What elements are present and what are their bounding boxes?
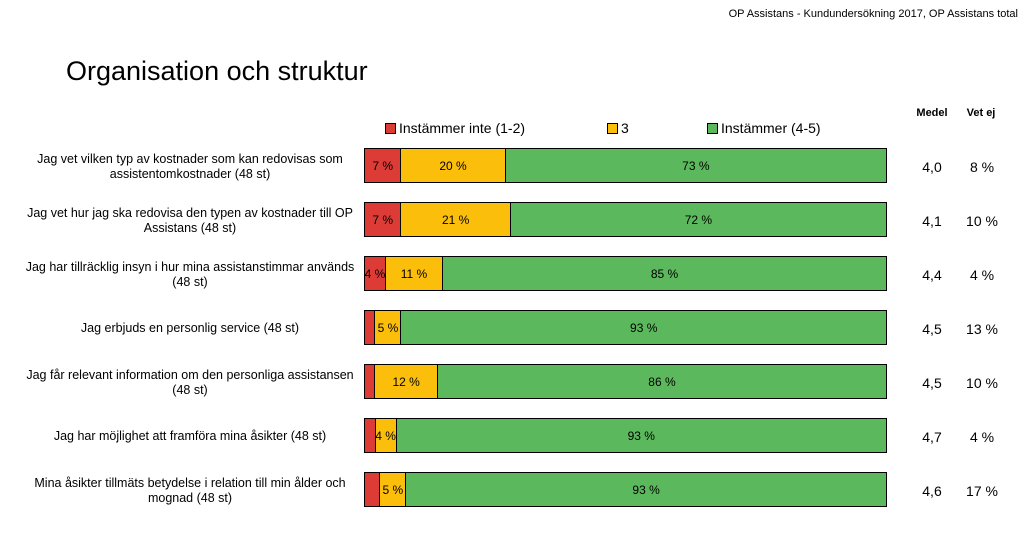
dont-know-value: 10 % — [966, 212, 998, 229]
mean-value: 4,7 — [922, 428, 942, 445]
column-header-mean: Medel — [916, 107, 948, 119]
legend-swatch-disagree — [385, 122, 396, 134]
stacked-bar: 5 % 93 % — [364, 472, 887, 507]
bar-segment-neutral: 11 % — [385, 257, 444, 290]
bar-segment-neutral: 5 % — [380, 473, 407, 506]
data-label: 93 % — [632, 482, 660, 497]
chart-row: Jag vet hur jag ska redovisa den typen a… — [0, 202, 1024, 239]
bar-segment-agree: 93 % — [396, 419, 886, 452]
chart-row: Jag har tillräcklig insyn i hur mina ass… — [0, 256, 1024, 293]
data-label: 73 % — [682, 158, 710, 173]
stacked-bar: 7 % 21 % 72 % — [364, 202, 887, 237]
page-title: Organisation och struktur — [66, 56, 368, 86]
data-label: 11 % — [400, 266, 428, 281]
dont-know-value: 17 % — [966, 482, 998, 499]
bar-segment-disagree: 7 % — [365, 149, 402, 182]
category-label: Jag vet vilken typ av kostnader som kan … — [37, 151, 343, 181]
bar-segment-neutral: 5 % — [375, 311, 402, 344]
dont-know-value: 8 % — [969, 158, 995, 175]
bar-segment-disagree: 4 % — [365, 257, 386, 290]
bar-segment-neutral: 20 % — [401, 149, 506, 182]
stacked-bar: 4 % 93 % — [364, 418, 887, 453]
chart-row: Jag får relevant information om den pers… — [0, 364, 1024, 401]
bar-segment-agree: 72 % — [510, 203, 886, 236]
chart-row: Mina åsikter tillmäts betydelse i relati… — [0, 472, 1024, 509]
category-label: Mina åsikter tillmäts betydelse i relati… — [34, 475, 346, 505]
legend-label-agree: Instämmer (4-5) — [721, 120, 821, 136]
dont-know-value: 10 % — [966, 374, 998, 391]
data-label: 21 % — [441, 212, 470, 227]
data-label: 93 % — [630, 320, 658, 335]
category-label: Jag har möjlighet att framföra mina åsik… — [53, 429, 327, 443]
legend: Instämmer inte (1-2) 3 Instämmer (4-5) — [385, 120, 905, 138]
bar-segment-disagree — [365, 311, 376, 344]
stacked-bar: 4 % 11 % 85 % — [364, 256, 887, 291]
bar-segment-neutral: 12 % — [375, 365, 438, 398]
chart-row: Jag vet vilken typ av kostnader som kan … — [0, 148, 1024, 185]
data-label: 86 % — [648, 374, 676, 389]
legend-item-neutral: 3 — [607, 120, 629, 136]
data-label: 12 % — [392, 374, 420, 389]
data-label: 85 % — [650, 266, 679, 281]
stacked-bar: 5 % 93 % — [364, 310, 887, 345]
data-label: 5 % — [382, 482, 404, 497]
bar-segment-agree: 93 % — [406, 473, 886, 506]
bar-segment-agree: 86 % — [437, 365, 886, 398]
bar-segment-disagree — [365, 365, 376, 398]
legend-label-disagree: Instämmer inte (1-2) — [399, 120, 526, 136]
column-header-dont-know: Vet ej — [966, 107, 996, 119]
mean-value: 4,4 — [922, 266, 942, 283]
data-label: 7 % — [372, 158, 394, 173]
legend-item-disagree: Instämmer inte (1-2) — [385, 120, 525, 136]
stacked-bar: 7 % 20 % 73 % — [364, 148, 887, 183]
chart-row: Jag erbjuds en personlig service (48 st)… — [0, 310, 1024, 347]
category-label: Jag vet hur jag ska redovisa den typen a… — [27, 205, 353, 235]
mean-value: 4,0 — [922, 158, 942, 175]
bar-segment-disagree — [365, 473, 381, 506]
bar-segment-disagree — [365, 419, 376, 452]
legend-label-neutral: 3 — [621, 120, 629, 136]
dont-know-value: 13 % — [966, 320, 998, 337]
bar-segment-neutral: 4 % — [375, 419, 397, 452]
bar-segment-disagree: 7 % — [365, 203, 402, 236]
dont-know-value: 4 % — [969, 428, 995, 445]
data-label: 7 % — [372, 212, 394, 227]
legend-item-agree: Instämmer (4-5) — [707, 120, 821, 136]
data-label: 5 % — [377, 320, 399, 335]
mean-value: 4,1 — [922, 212, 942, 229]
data-label: 72 % — [684, 212, 713, 227]
stacked-bar: 12 % 86 % — [364, 364, 887, 399]
data-label: 93 % — [627, 428, 655, 443]
data-label: 4 % — [375, 428, 396, 443]
data-label: 20 % — [439, 158, 467, 173]
header-subtitle: OP Assistans - Kundundersökning 2017, OP… — [728, 8, 1018, 20]
category-label: Jag erbjuds en personlig service (48 st) — [80, 321, 300, 335]
chart-row: Jag har möjlighet att framföra mina åsik… — [0, 418, 1024, 455]
category-label: Jag får relevant information om den pers… — [26, 367, 354, 397]
mean-value: 4,5 — [922, 374, 942, 391]
bar-segment-agree: 93 % — [401, 311, 886, 344]
bar-segment-neutral: 21 % — [401, 203, 511, 236]
data-label: 4 % — [364, 266, 386, 281]
dont-know-value: 4 % — [969, 266, 995, 283]
category-label: Jag har tillräcklig insyn i hur mina ass… — [25, 259, 355, 289]
bar-segment-agree: 85 % — [443, 257, 886, 290]
mean-value: 4,5 — [922, 320, 942, 337]
legend-swatch-neutral — [607, 122, 618, 134]
mean-value: 4,6 — [922, 482, 942, 499]
bar-segment-agree: 73 % — [505, 149, 886, 182]
legend-swatch-agree — [707, 122, 718, 134]
